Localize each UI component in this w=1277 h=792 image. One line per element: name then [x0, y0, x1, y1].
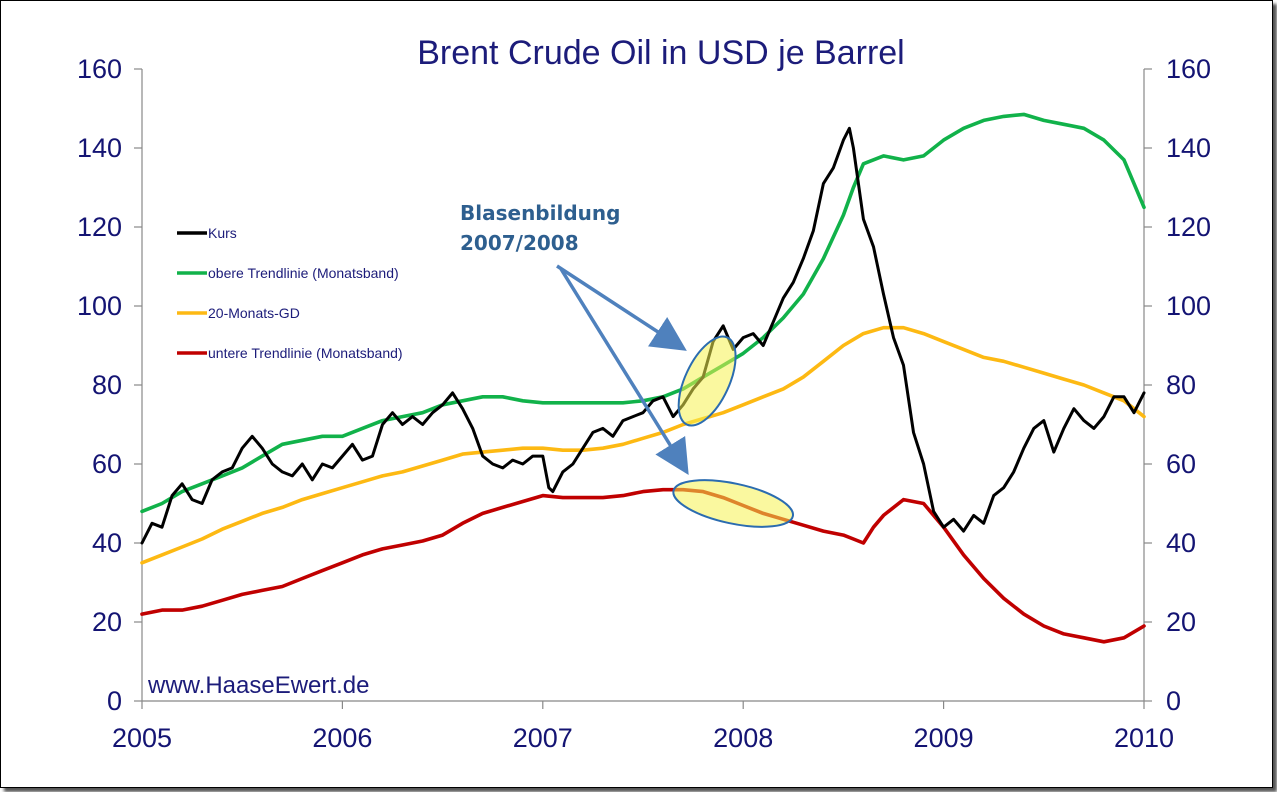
y-tick-label-left: 140 [77, 133, 122, 163]
y-tick-label-right: 100 [1166, 291, 1211, 321]
highlight-ellipse-lower [672, 479, 794, 528]
y-tick-label-left: 20 [92, 607, 122, 637]
y-tick-label-right: 140 [1166, 133, 1211, 163]
y-tick-label-left: 60 [92, 449, 122, 479]
y-tick-label-right: 20 [1166, 607, 1196, 637]
legend-label-3: 20-Monats-GD [208, 305, 300, 321]
x-tick-label: 2006 [312, 723, 372, 753]
y-tick-label-left: 100 [77, 291, 122, 321]
y-tick-label-right: 120 [1166, 212, 1211, 242]
y-tick-label-left: 80 [92, 370, 122, 400]
y-tick-label-right: 40 [1166, 528, 1196, 558]
y-tick-label-left: 40 [92, 528, 122, 558]
y-tick-label-right: 80 [1166, 370, 1196, 400]
series-layer [140, 112, 1146, 644]
chart-title: Brent Crude Oil in USD je Barrel [417, 34, 905, 72]
legend-label-1: Kurs [208, 225, 237, 241]
axes: 0 20 40 60 80 100 120 140 160 0 20 40 60 80 100 120 140 1… [77, 54, 1211, 753]
x-tick-label: 2008 [713, 723, 773, 753]
x-tick-label: 2007 [513, 723, 573, 753]
y-tick-label-left: 160 [77, 54, 122, 84]
y-tick-label-right: 60 [1166, 449, 1196, 479]
y-tick-label-right: 0 [1166, 686, 1181, 716]
y-tick-label-left: 0 [107, 686, 122, 716]
highlight-ellipse-upper [677, 335, 737, 427]
legend-label-2: obere Trendlinie (Monatsband) [208, 265, 399, 281]
legend-label-4: untere Trendlinie (Monatsband) [208, 345, 403, 361]
annotation-line-1: Blasenbildung [460, 201, 620, 225]
x-tick-label: 2005 [112, 723, 172, 753]
annotation-layer: Blasenbildung 2007/2008 [460, 201, 794, 528]
x-tick-label: 2009 [914, 723, 974, 753]
arrow-lower [559, 268, 689, 475]
legend: Kurs obere Trendlinie (Monatsband) 20-Mona… [177, 225, 403, 361]
watermark: www.HaaseEwert.de [147, 672, 369, 699]
annotation-line-2: 2007/2008 [460, 231, 579, 255]
arrow-upper [556, 264, 687, 351]
x-tick-label: 2010 [1114, 723, 1174, 753]
series-line-4 [140, 487, 1146, 644]
series-line-1 [140, 126, 1146, 545]
y-tick-label-right: 160 [1166, 54, 1211, 84]
y-tick-label-left: 120 [77, 212, 122, 242]
series-line-3 [140, 325, 1146, 565]
